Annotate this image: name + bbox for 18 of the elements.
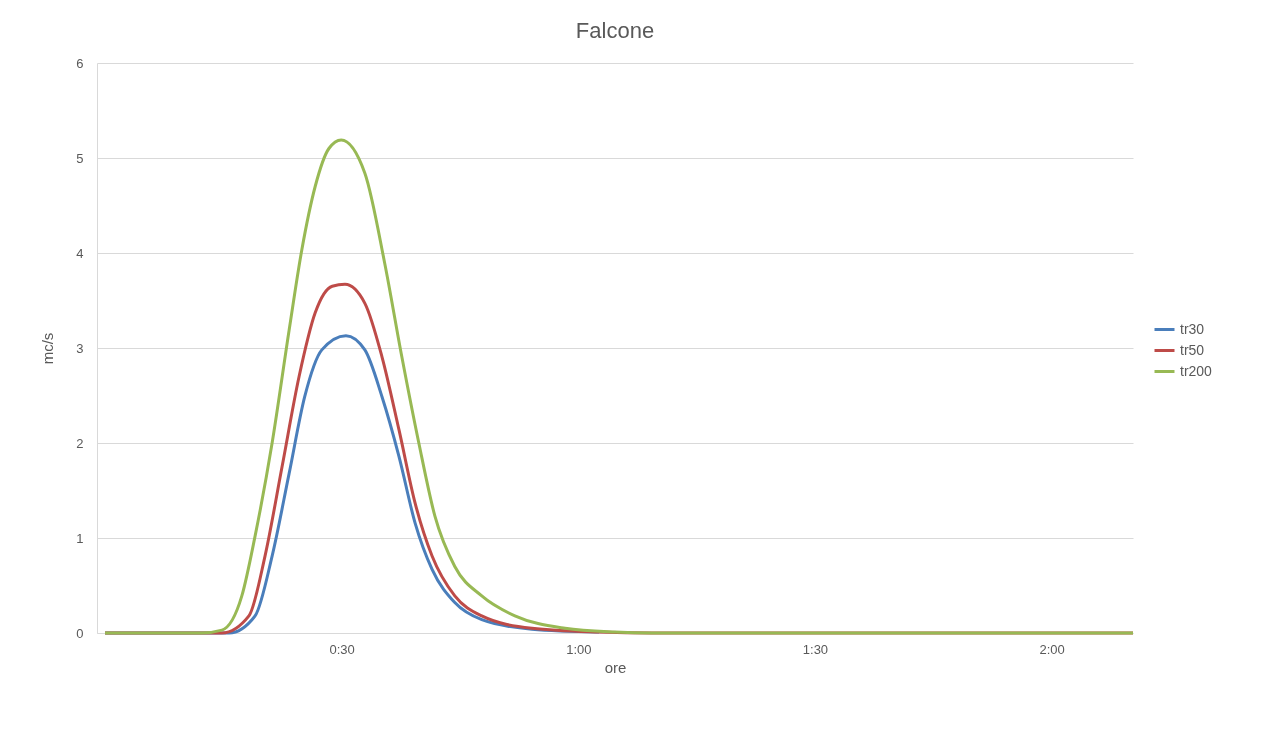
y-tick-label: 3 <box>76 340 84 356</box>
x-tick-label: 0:30 <box>329 641 355 657</box>
line-series <box>103 138 1135 635</box>
legend-label: tr200 <box>1180 362 1213 379</box>
y-tick-label: 1 <box>76 530 84 546</box>
x-tick-label: 2:00 <box>1039 641 1065 657</box>
y-tick-label: 5 <box>76 150 84 166</box>
y-tick-label: 4 <box>76 245 84 261</box>
y-tick-label: 0 <box>76 625 84 641</box>
x-axis-title: ore <box>604 658 627 676</box>
y-tick-label: 6 <box>76 55 84 71</box>
chart-title: Falcone <box>575 18 655 43</box>
legend-label: tr50 <box>1180 341 1205 358</box>
y-axis-title: mc/s <box>39 332 57 365</box>
x-tick-label: 1:00 <box>566 641 592 657</box>
legend-label: tr30 <box>1180 320 1205 337</box>
y-tick-label: 2 <box>76 435 84 451</box>
x-tick-label: 1:30 <box>802 641 829 657</box>
